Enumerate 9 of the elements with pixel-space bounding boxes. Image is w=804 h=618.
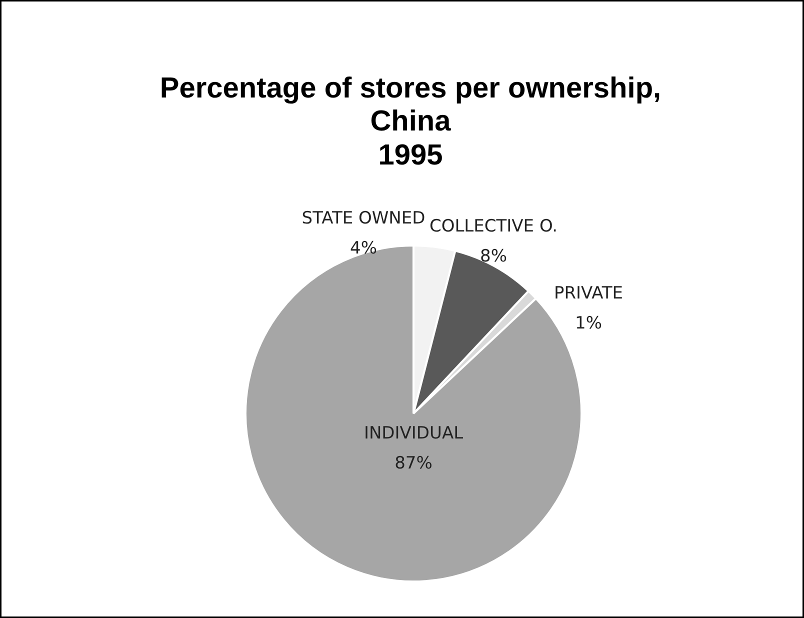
chart-title: Percentage of stores per ownership, China 1995 bbox=[160, 72, 662, 172]
slice-label: COLLECTIVE O. bbox=[429, 216, 558, 236]
data-label: 8% bbox=[480, 246, 507, 266]
data-label: 4% bbox=[350, 238, 377, 258]
data-label: 1% bbox=[575, 314, 602, 334]
slice-label: INDIVIDUAL bbox=[364, 424, 464, 444]
slice-label: PRIVATE bbox=[554, 284, 624, 304]
slice-label: STATE OWNED bbox=[302, 208, 426, 228]
data-label: 87% bbox=[394, 454, 432, 474]
